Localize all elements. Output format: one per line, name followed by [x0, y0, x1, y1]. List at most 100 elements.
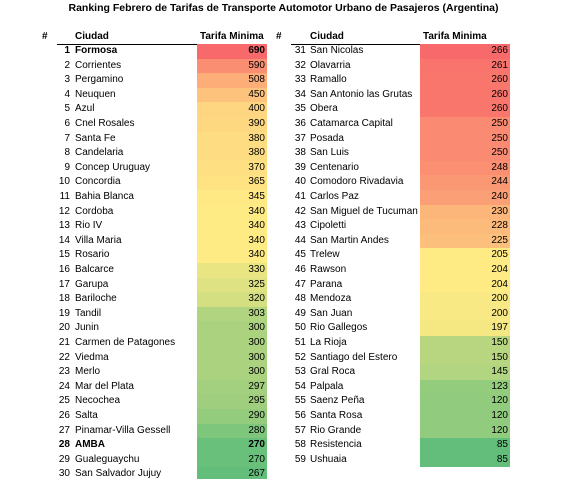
city-name: Rosario — [75, 249, 110, 261]
tarifa-value: 85 — [496, 439, 508, 451]
city-name: Santa Fe — [75, 132, 116, 144]
row-number: 36 — [294, 118, 306, 129]
header-number: # — [42, 31, 48, 42]
value-cell — [420, 175, 510, 190]
header-city: Ciudad — [75, 31, 109, 42]
value-cell — [197, 321, 267, 336]
tarifa-value: 250 — [491, 132, 508, 144]
row-number: 31 — [294, 45, 306, 56]
city-name: Saenz Peña — [310, 395, 365, 407]
tarifa-value: 300 — [248, 322, 265, 334]
tarifa-value: 280 — [248, 424, 265, 436]
row-number: 50 — [294, 322, 306, 334]
city-name: Bahia Blanca — [75, 191, 134, 202]
tarifa-value: 228 — [491, 220, 508, 232]
value-cell — [420, 365, 510, 380]
tarifa-value: 345 — [248, 191, 265, 202]
city-name: Villa Maria — [75, 234, 122, 246]
row-number: 44 — [294, 234, 306, 246]
tarifa-value: 240 — [491, 191, 508, 202]
city-name: Pergamino — [75, 74, 124, 86]
row-number: 40 — [294, 176, 306, 188]
value-cell — [420, 117, 510, 132]
tarifa-value: 248 — [491, 161, 508, 173]
value-cell — [197, 44, 267, 59]
city-name: Rio Gallegos — [310, 322, 368, 334]
tarifa-value: 225 — [491, 234, 508, 246]
tarifa-value: 340 — [248, 220, 265, 232]
row-number: 2 — [64, 59, 70, 71]
tarifa-value: 123 — [491, 380, 508, 392]
city-name: San Martin Andes — [310, 234, 389, 246]
tarifa-value: 200 — [491, 293, 508, 305]
row-number: 48 — [294, 293, 306, 305]
tarifa-value: 120 — [491, 395, 508, 407]
tarifa-value: 400 — [248, 103, 265, 115]
header-city: Ciudad — [310, 31, 344, 42]
tarifa-value: 290 — [248, 410, 265, 421]
row-number: 46 — [294, 264, 306, 275]
row-number: 6 — [64, 118, 70, 129]
value-cell — [197, 263, 267, 278]
city-name: Concordia — [75, 176, 121, 188]
row-number: 1 — [64, 45, 70, 56]
header-number: # — [276, 31, 282, 42]
city-name: Bariloche — [75, 293, 117, 305]
city-name: Ushuaia — [310, 453, 347, 465]
value-cell — [420, 438, 510, 453]
city-name: Viedma — [75, 351, 109, 363]
city-name: Candelaria — [75, 147, 124, 159]
row-number: 49 — [294, 307, 306, 319]
value-cell — [420, 350, 510, 366]
tarifa-value: 270 — [248, 439, 265, 451]
value-cell — [420, 219, 510, 234]
value-cell — [197, 102, 267, 117]
value-cell — [197, 131, 267, 147]
row-number: 45 — [294, 249, 306, 261]
value-cell — [420, 423, 510, 439]
row-number: 21 — [58, 337, 70, 348]
value-cell — [420, 394, 510, 409]
tarifa-value: 266 — [491, 45, 508, 56]
city-name: Centenario — [310, 161, 359, 173]
tarifa-value: 85 — [496, 453, 508, 465]
header-rule — [291, 44, 510, 45]
value-cell — [420, 379, 510, 395]
header-rule — [57, 44, 267, 45]
city-name: Carlos Paz — [310, 191, 359, 202]
row-number: 14 — [58, 234, 70, 246]
city-name: Balcarce — [75, 264, 114, 275]
row-number: 8 — [64, 147, 70, 159]
value-cell — [197, 248, 267, 263]
value-cell — [197, 190, 267, 205]
tarifa-value: 261 — [491, 59, 508, 71]
row-number: 9 — [64, 161, 70, 173]
value-cell — [420, 58, 510, 74]
city-name: Gral Roca — [310, 366, 356, 378]
value-cell — [197, 292, 267, 307]
value-cell — [197, 117, 267, 132]
value-cell — [197, 438, 267, 453]
tarifa-value: 204 — [491, 278, 508, 290]
tarifa-value: 205 — [491, 249, 508, 261]
row-number: 27 — [58, 424, 70, 436]
value-cell — [197, 350, 267, 366]
city-name: Catamarca Capital — [310, 118, 393, 129]
row-number: 16 — [58, 264, 70, 275]
city-name: Corrientes — [75, 59, 122, 71]
city-name: Santiago del Estero — [310, 351, 398, 363]
row-number: 39 — [294, 161, 306, 173]
value-cell — [420, 336, 510, 351]
value-cell — [197, 336, 267, 351]
row-number: 43 — [294, 220, 306, 232]
row-number: 20 — [58, 322, 70, 334]
tarifa-value: 365 — [248, 176, 265, 188]
city-name: Formosa — [75, 45, 118, 56]
tarifa-value: 300 — [248, 366, 265, 378]
city-name: San Miguel de Tucuman — [310, 205, 418, 217]
city-name: San Luis — [310, 147, 349, 159]
row-number: 41 — [294, 191, 306, 202]
tarifa-value: 380 — [248, 147, 265, 159]
tarifa-value: 300 — [248, 337, 265, 348]
value-cell — [197, 306, 267, 322]
